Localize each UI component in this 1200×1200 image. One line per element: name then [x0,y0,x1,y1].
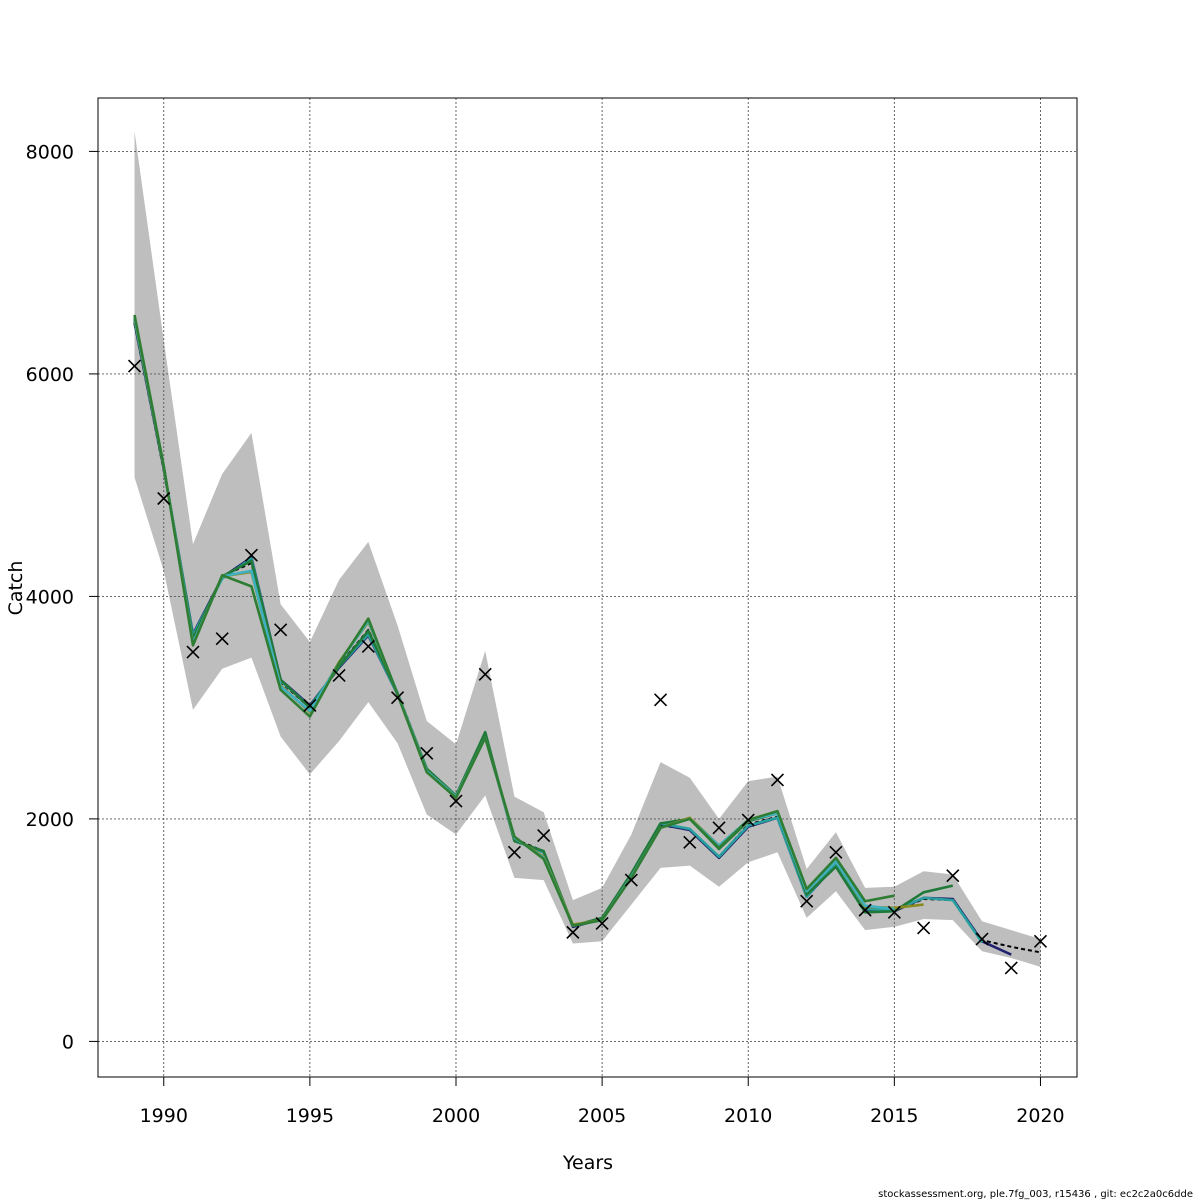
observation-point [420,746,434,760]
confidence-band-layer [134,131,1041,967]
series-line-6 [133,314,895,928]
series-layer [133,314,1041,956]
observation-point [858,903,872,917]
x-tick-label: 2005 [578,1105,626,1127]
observation-point [712,821,726,835]
y-axis: 0 2000 4000 6000 8000 [26,141,98,1053]
observation-point [361,639,375,654]
observation-point [127,359,142,373]
observation-point [507,845,522,859]
y-tick-label: 8000 [26,141,74,163]
observation-point [741,813,755,827]
observation-point [887,905,901,919]
observation-point [390,691,405,705]
observation-point [683,835,697,849]
confidence-band [134,131,1041,967]
observation-point [917,921,931,935]
observation-point [303,698,317,712]
observation-point [186,645,200,659]
observation-point [946,869,960,883]
observation-point [274,623,288,637]
observation-point [157,491,171,506]
observation-point [1004,961,1018,975]
x-tick-label: 1995 [286,1105,334,1127]
x-tick-label: 1990 [140,1105,188,1127]
x-axis-title: Years [562,1152,613,1174]
grid-layer [98,98,1077,1077]
y-tick-label: 6000 [26,364,74,386]
observation-point [449,794,463,808]
y-axis-title: Catch [5,561,27,616]
observation-point [975,932,989,946]
observation-point [215,632,229,646]
observation-point [653,693,668,707]
x-tick-label: 2020 [1016,1105,1064,1127]
observation-point [829,845,843,859]
x-tick-label: 2015 [870,1105,918,1127]
observation-point [624,873,638,887]
observation-point [478,667,492,681]
observation-point [566,925,580,939]
x-tick-label: 2010 [724,1105,772,1127]
observation-point [800,894,814,908]
series-line-3 [133,319,954,928]
x-tick-label: 2000 [432,1105,480,1127]
footer-credit: stockassessment.org, ple.7fg_003, r15436… [878,1189,1193,1200]
observation-point [332,668,346,682]
x-axis: 1990 1995 2000 2005 2010 2015 2020 [140,1077,1065,1127]
y-tick-label: 4000 [26,586,74,608]
observation-point [244,548,258,562]
observations-layer [127,359,1048,975]
observation-point [537,829,551,843]
plot-frame [97,97,1078,1078]
observation-point [770,773,785,787]
observation-point [595,916,609,931]
y-tick-label: 0 [62,1031,74,1053]
y-tick-label: 2000 [26,809,74,831]
observation-point [1033,934,1048,948]
